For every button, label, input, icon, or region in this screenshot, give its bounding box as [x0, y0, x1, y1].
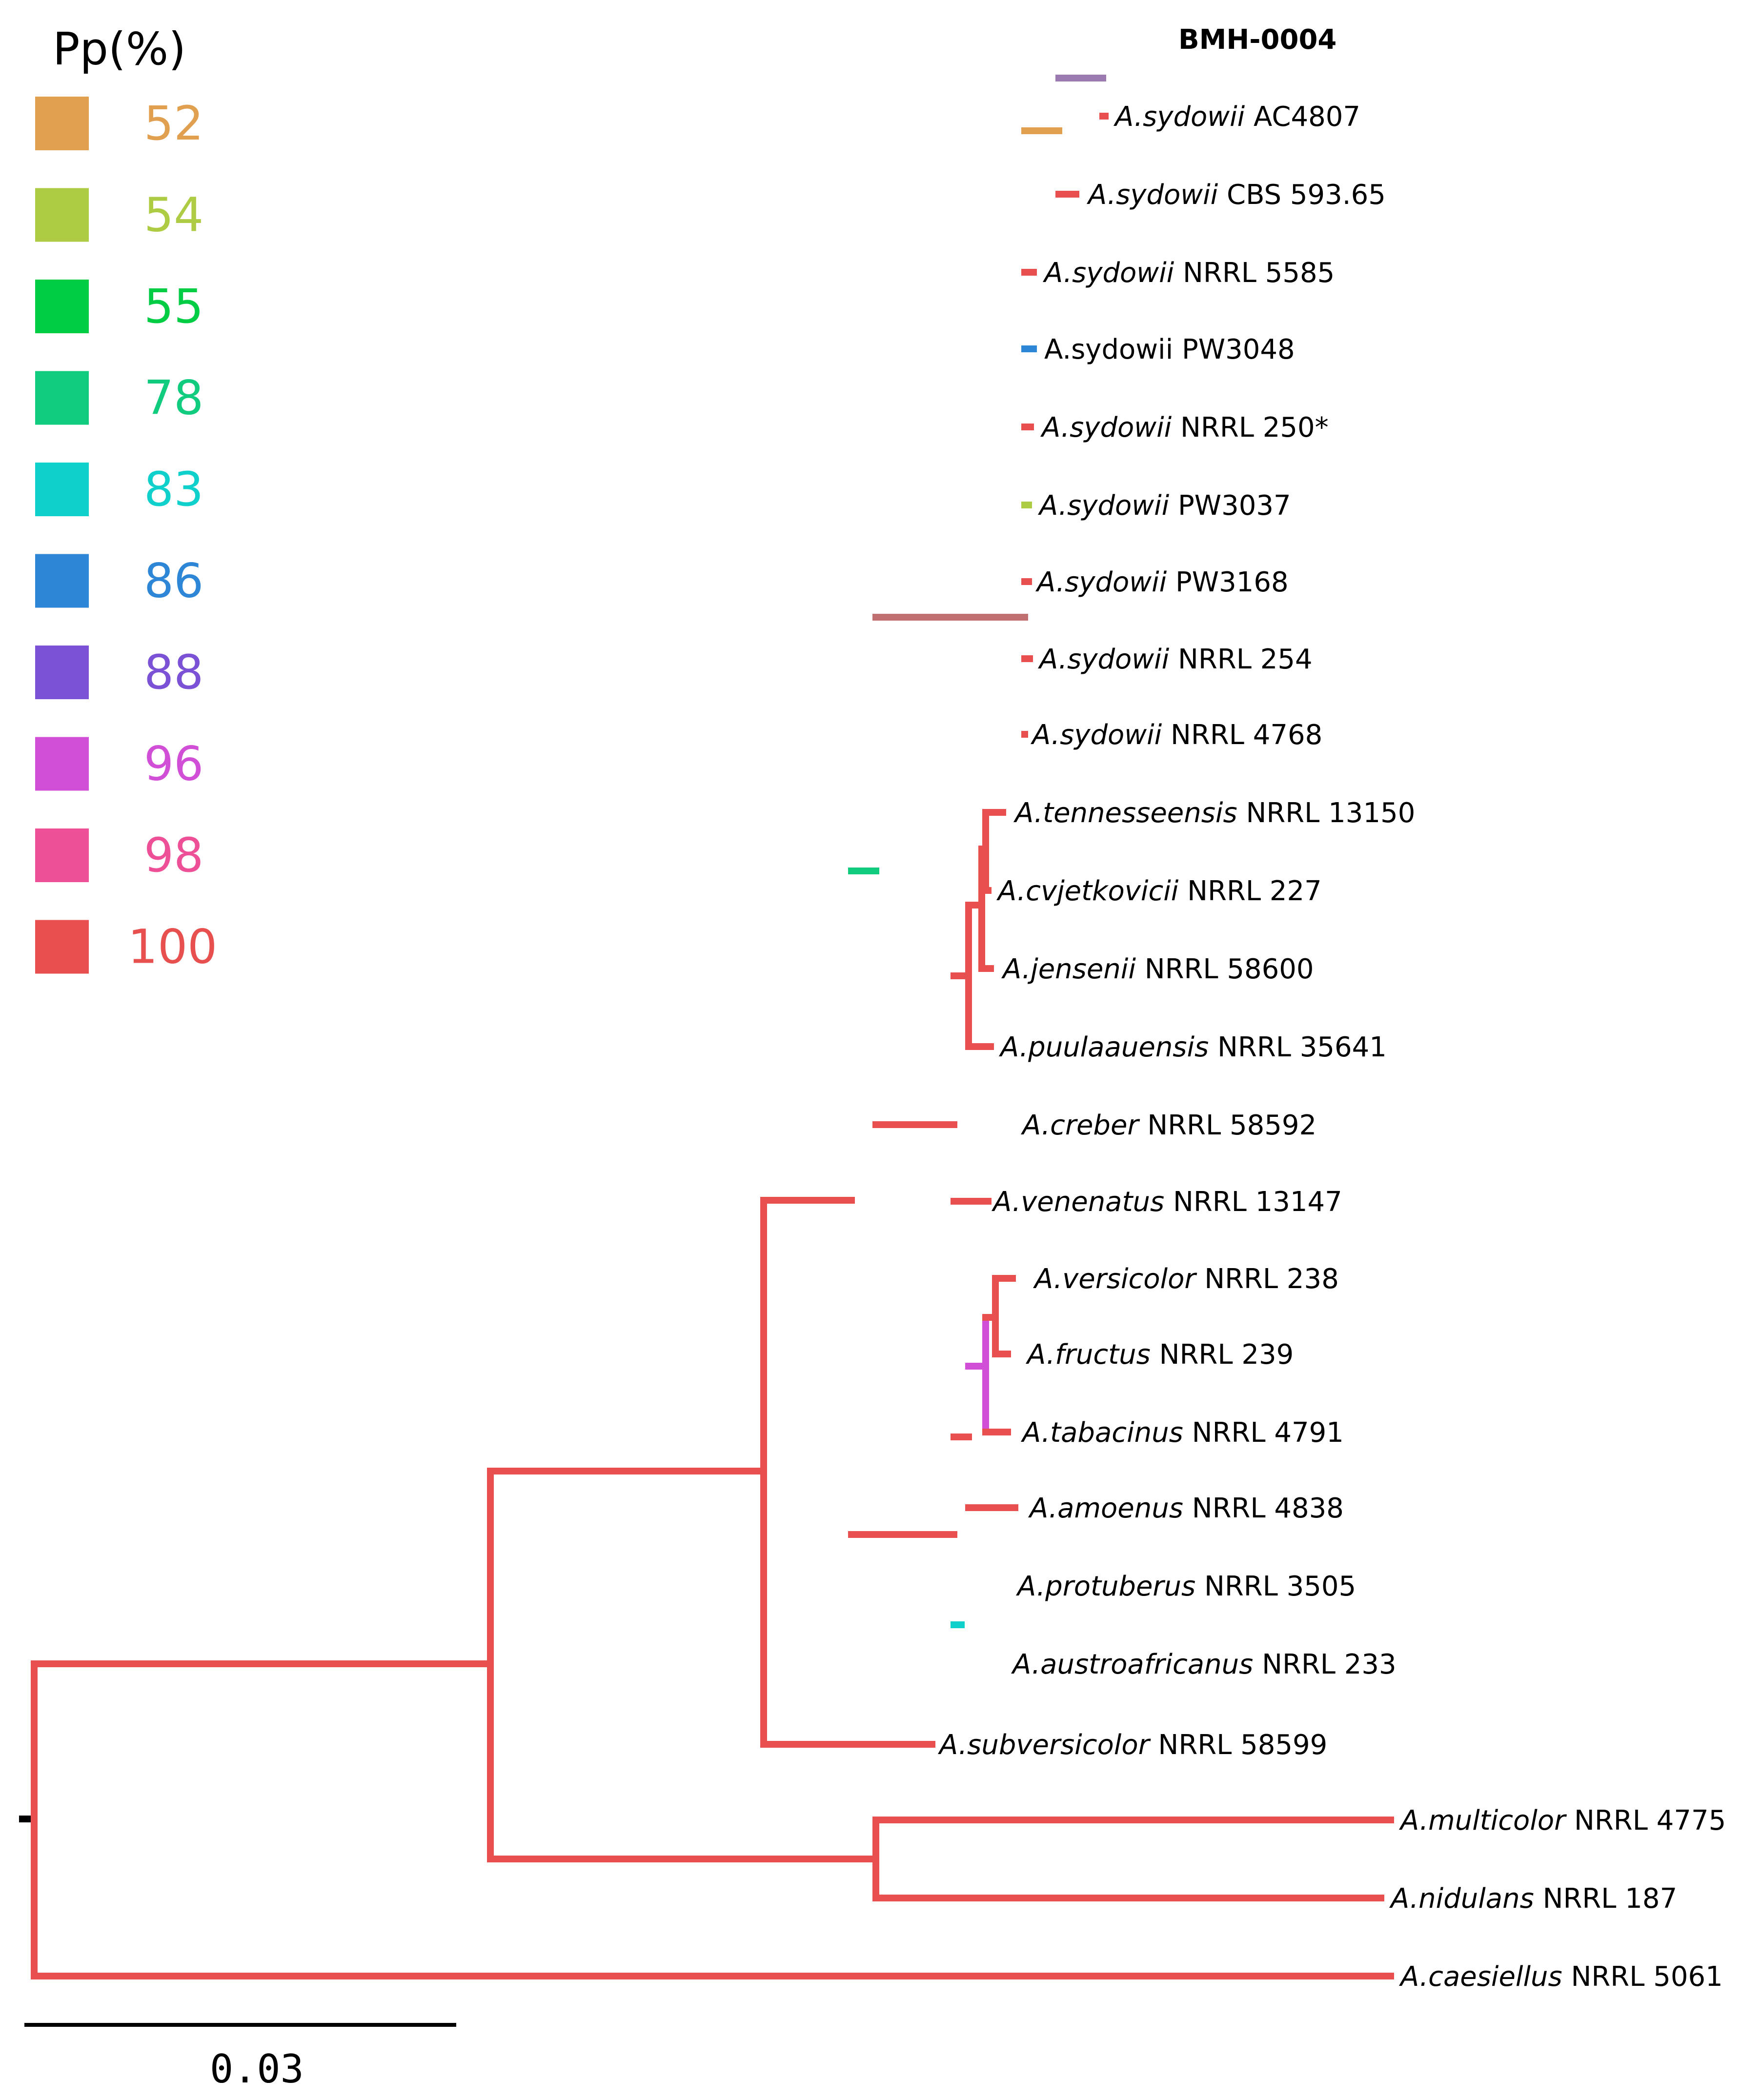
legend-value: 96	[144, 737, 203, 791]
leaf-label: A.subversicolor NRRL 58599	[938, 1729, 1327, 1761]
legend-value: 54	[144, 188, 203, 242]
leaf-label: A.sydowii NRRL 254	[1038, 644, 1313, 675]
leaf-label: A.caesiellus NRRL 5061	[1399, 1961, 1723, 1993]
leaf-label: A.tennesseensis NRRL 13150	[1013, 797, 1415, 829]
legend-items: 52 54 55 78 83 86 88 96 98 100	[35, 96, 217, 974]
legend-value: 86	[144, 554, 203, 608]
leaf-label: A.creber NRRL 58592	[1021, 1110, 1316, 1141]
legend-value: 98	[144, 828, 203, 883]
legend-swatch	[35, 371, 89, 425]
leaf-label: A.sydowii PW3048	[1044, 334, 1295, 365]
tree-branches	[19, 36, 1394, 1979]
leaf-label: A.tabacinus NRRL 4791	[1021, 1417, 1344, 1449]
legend-swatch	[35, 463, 89, 516]
legend-swatch	[35, 97, 89, 150]
leaf-label: A.fructus NRRL 239	[1026, 1339, 1294, 1371]
legend-swatch	[35, 828, 89, 882]
legend-swatch	[35, 188, 89, 242]
leaf-label: A.sydowii CBS 593.65	[1087, 179, 1386, 211]
legend-value: 78	[144, 371, 203, 425]
leaf-label: A.versicolor NRRL 238	[1033, 1263, 1339, 1295]
leaf-label: A.cvjetkovicii NRRL 227	[996, 875, 1322, 907]
scale-bar-label: 0.03	[210, 2046, 304, 2092]
legend-value: 88	[144, 645, 203, 700]
legend-swatch	[35, 737, 89, 791]
legend-swatch	[35, 554, 89, 608]
leaf-label: A.multicolor NRRL 4775	[1399, 1805, 1726, 1837]
leaf-label: A.puulaauensis NRRL 35641	[999, 1031, 1387, 1063]
legend-value: 100	[128, 920, 217, 974]
leaf-label: BMH-0004	[1178, 24, 1336, 56]
leaf-label: A.sydowii PW3037	[1038, 490, 1291, 522]
legend-value: 52	[144, 96, 203, 151]
leaf-label: A.sydowii PW3168	[1035, 566, 1289, 598]
legend-title: Pp(%)	[53, 23, 186, 75]
leaf-label: A.venenatus NRRL 13147	[992, 1186, 1342, 1218]
leaf-label: A.jensenii NRRL 58600	[1001, 953, 1314, 985]
leaf-label: A.nidulans NRRL 187	[1389, 1883, 1677, 1915]
legend-swatch	[35, 920, 89, 974]
leaf-label: A.sydowii NRRL 250*	[1040, 412, 1329, 444]
leaf-label: A.sydowii NRRL 4768	[1031, 719, 1322, 751]
legend-swatch	[35, 280, 89, 333]
leaf-label: A.amoenus NRRL 4838	[1028, 1493, 1344, 1524]
leaf-label: A.sydowii AC4807	[1113, 101, 1360, 133]
leaf-label: A.sydowii NRRL 5585	[1043, 257, 1335, 289]
legend-value: 83	[144, 462, 203, 517]
leaf-label: A.austroafricanus NRRL 233	[1011, 1649, 1397, 1680]
scale-bar: 0.03	[24, 2023, 456, 2092]
leaf-labels: BMH-0004 A.sydowii AC4807 A.sydowii CBS …	[938, 24, 1726, 1993]
legend: Pp(%) 52 54 55 78 83 86 88 96 98 100	[35, 23, 217, 974]
legend-value: 55	[144, 279, 203, 334]
legend-swatch	[35, 646, 89, 699]
leaf-label: A.protuberus NRRL 3505	[1016, 1571, 1356, 1602]
